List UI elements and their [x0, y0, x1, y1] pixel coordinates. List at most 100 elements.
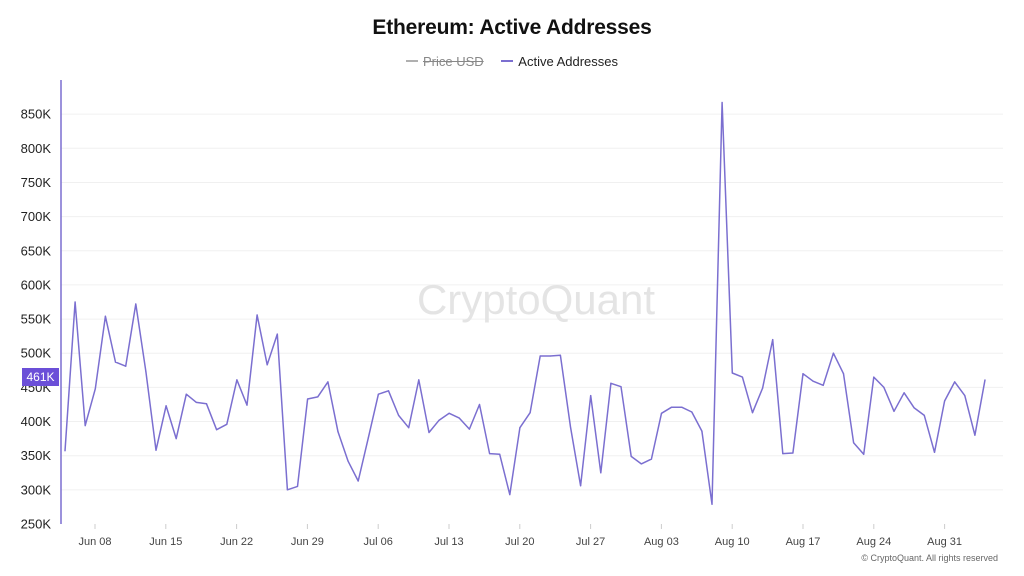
data-point [933, 451, 936, 453]
x-tick-label: Jul 06 [364, 536, 393, 548]
data-point [630, 455, 632, 457]
watermark: CryptoQuant [417, 276, 655, 323]
data-point [954, 381, 956, 383]
y-tick-label: 550K [21, 312, 52, 327]
data-point [812, 380, 814, 382]
data-point [256, 314, 258, 316]
y-axis: 250K300K350K400K450K500K550K600K650K700K… [21, 107, 52, 532]
data-point [549, 355, 551, 357]
data-point [296, 485, 299, 487]
data-point [822, 384, 824, 386]
data-point [398, 414, 400, 416]
data-point [772, 339, 774, 341]
legend-swatch-price [405, 60, 418, 62]
x-tick-label: Jul 20 [505, 536, 534, 548]
data-point [246, 404, 248, 406]
data-point [923, 414, 925, 416]
data-point [569, 426, 572, 428]
data-point [640, 463, 642, 465]
x-tick-label: Aug 31 [927, 536, 962, 548]
data-point [468, 428, 470, 430]
x-tick-label: Aug 24 [856, 536, 891, 548]
data-point [620, 386, 622, 388]
data-point [175, 438, 177, 440]
legend-label-price: Price USD [422, 53, 484, 69]
x-tick-label: Aug 03 [644, 536, 679, 548]
data-point [853, 442, 855, 444]
data-point [600, 472, 602, 474]
data-point [519, 427, 521, 429]
data-point [205, 403, 208, 405]
y-tick-label: 700K [21, 209, 52, 224]
data-point [701, 430, 703, 432]
x-tick-label: Jul 27 [576, 536, 605, 548]
data-point [499, 453, 501, 455]
data-point [337, 431, 339, 433]
data-point [944, 400, 946, 402]
data-point [418, 379, 420, 381]
data-point [266, 364, 268, 366]
data-point [145, 371, 147, 373]
data-point [104, 315, 106, 317]
data-point [671, 406, 673, 408]
data-point [347, 460, 349, 462]
y-tick-label: 250K [21, 517, 52, 532]
y-tick-label: 350K [21, 448, 52, 463]
legend-item-price[interactable]: Price USD [405, 53, 484, 69]
data-point [863, 453, 865, 455]
data-point [610, 382, 612, 384]
data-point [762, 387, 764, 389]
data-point [64, 450, 66, 452]
data-point [236, 379, 238, 381]
data-point [731, 372, 733, 374]
x-tick-label: Jul 13 [434, 536, 463, 548]
data-point [165, 405, 167, 407]
data-point [135, 303, 137, 305]
x-tick-label: Aug 17 [786, 536, 821, 548]
y-tick-label: 600K [21, 277, 52, 292]
legend-item-active-addresses[interactable]: Active Addresses [501, 54, 618, 69]
data-point [448, 412, 450, 414]
data-point [185, 393, 187, 395]
y-tick-label: 850K [21, 107, 52, 122]
data-point [438, 419, 440, 421]
x-tick-label: Jun 29 [291, 536, 324, 548]
data-point [802, 373, 804, 375]
data-point [751, 412, 754, 414]
y-tick-label: 400K [21, 414, 52, 429]
grid-lines [61, 113, 1003, 491]
data-point [964, 395, 966, 397]
x-axis: Jun 08 Jun 15 Jun 22 Jun 29 Jul 06 Jul 13 Jul … [78, 524, 962, 548]
data-point [216, 429, 218, 431]
data-point [913, 407, 915, 409]
data-point [84, 425, 86, 427]
data-point [195, 401, 197, 403]
data-point [590, 395, 592, 397]
data-point [377, 393, 379, 395]
chart-title: Ethereum: Active Addresses [372, 16, 652, 39]
data-point [559, 354, 562, 356]
data-point [873, 376, 875, 378]
data-point [367, 437, 369, 439]
x-tick-label: Jun 22 [220, 536, 253, 548]
series-line-active-addresses [64, 101, 986, 505]
y-tick-label: 800K [21, 141, 52, 156]
data-point [984, 379, 986, 381]
data-point [155, 449, 157, 451]
y-tick-label: 300K [21, 482, 52, 497]
data-point [529, 412, 531, 414]
legend-swatch-active-addresses [501, 60, 514, 62]
current-value-tag: 461K [22, 368, 59, 386]
data-point [327, 381, 329, 383]
data-point [387, 390, 390, 392]
data-point [307, 398, 309, 400]
data-point [711, 503, 713, 505]
data-point [509, 494, 511, 496]
data-point [408, 427, 410, 429]
data-point [832, 352, 835, 354]
x-tick-label: Jun 08 [78, 536, 111, 548]
x-tick-label: Aug 10 [715, 536, 750, 548]
data-point [478, 403, 481, 406]
data-point [317, 396, 319, 398]
